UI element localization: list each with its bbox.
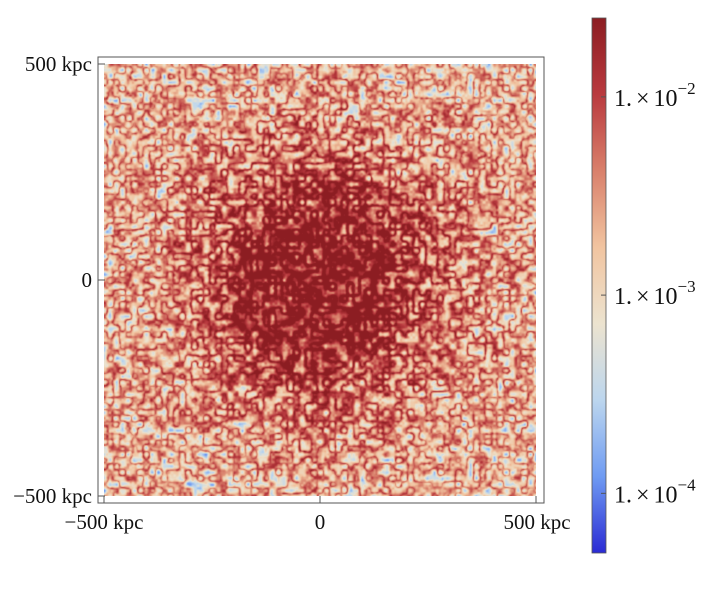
y-tick-label: −500 kpc: [13, 484, 92, 508]
colorbar-tick-label: 1. × 10−3: [614, 277, 696, 310]
colorbar-ticks: 1. × 10−4 1. × 10−3 1. × 10−2: [601, 79, 696, 508]
x-tick-label: −500 kpc: [65, 510, 144, 534]
colorbar: [591, 17, 607, 554]
y-tick-label: 500 kpc: [25, 52, 92, 76]
x-axis: −500 kpc 0 500 kpc: [65, 496, 571, 534]
heatmap-field: [104, 64, 536, 496]
colorbar-tick-label: 1. × 10−2: [614, 79, 696, 112]
y-tick-label: 0: [82, 268, 93, 292]
colorbar-tick-label: 1. × 10−4: [614, 475, 696, 508]
heatmap-image: [104, 64, 536, 496]
x-tick-label: 500 kpc: [503, 510, 570, 534]
x-tick-label: 0: [315, 510, 326, 534]
y-axis: 500 kpc 0 −500 kpc: [13, 52, 105, 508]
